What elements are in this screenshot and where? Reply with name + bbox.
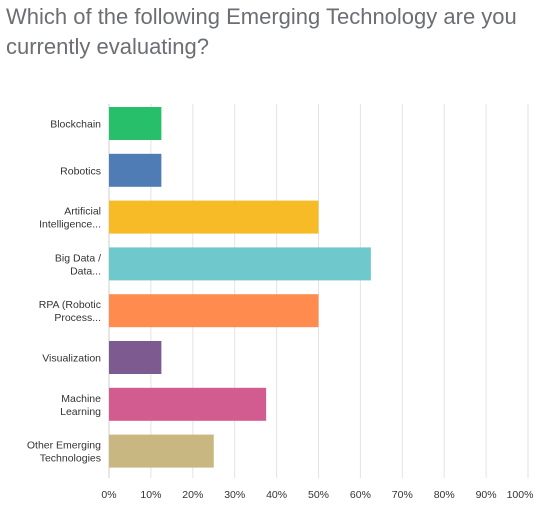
x-tick-label: 20% <box>182 489 203 501</box>
category-label: Artificial Intelligence... <box>39 206 101 231</box>
category-label: Blockchain <box>50 119 101 131</box>
bar <box>109 107 162 140</box>
bar <box>109 247 371 281</box>
bar <box>109 387 267 421</box>
x-tick-label: 100% <box>507 489 534 501</box>
bar <box>109 434 214 468</box>
x-tick-label: 60% <box>350 489 371 501</box>
bar <box>109 341 162 374</box>
x-axis: 0% 10% 20% 30% 40% 50% 60% 70% 80% 90% 100% <box>101 489 533 501</box>
bar <box>109 200 319 234</box>
x-tick-label: 70% <box>392 489 413 501</box>
x-tick-label: 30% <box>224 489 245 501</box>
x-tick-label: 0% <box>101 489 116 501</box>
category-labels: Blockchain Robotics Artificial Intelligence… <box>27 119 101 465</box>
category-label: Robotics <box>60 165 101 177</box>
x-tick-label: 90% <box>476 489 497 501</box>
gridlines <box>108 104 529 478</box>
bar <box>109 153 162 187</box>
bars <box>109 107 371 468</box>
x-tick-label: 10% <box>140 489 161 501</box>
bar <box>109 294 319 328</box>
x-tick-label: 40% <box>266 489 287 501</box>
category-label: Other Emerging Technologies <box>27 440 101 465</box>
category-label: Visualization <box>42 353 101 365</box>
category-label: Big Data / Data... <box>55 252 101 277</box>
x-tick-label: 80% <box>434 489 455 501</box>
category-label: Machine Learning <box>60 393 101 418</box>
chart-title: Which of the following Emerging Technolo… <box>6 4 517 59</box>
category-label: RPA (Robotic Process... <box>39 299 101 324</box>
x-tick-label: 50% <box>308 489 329 501</box>
